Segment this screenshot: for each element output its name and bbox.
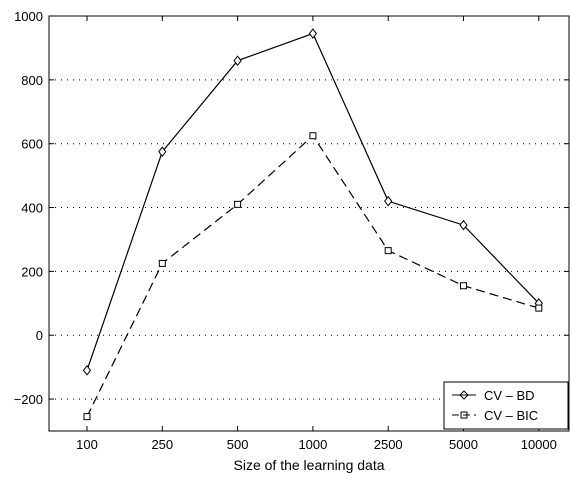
x-tick-label: 10000 (521, 437, 557, 452)
y-axis-ticks: −200 0 200 400 600 800 1000 (14, 9, 569, 407)
data-point-square (384, 247, 392, 255)
legend-label-bic: CV – BIC (484, 408, 538, 423)
x-tick-label: 1000 (298, 437, 327, 452)
data-point-square (309, 132, 317, 140)
data-point-diamond (82, 365, 92, 376)
plot-area (48, 15, 570, 432)
y-tick-label: 400 (21, 201, 43, 216)
legend: CV – BD CV – BIC (443, 381, 569, 430)
legend-square-marker (460, 411, 468, 419)
y-tick-label: 800 (21, 73, 43, 88)
x-axis-label: Size of the learning data (234, 457, 385, 473)
data-point-square (234, 200, 242, 208)
data-point-diamond (308, 28, 318, 39)
series-cv-bic (83, 132, 543, 421)
legend-label-bd: CV – BD (484, 388, 535, 403)
data-point-square (83, 413, 91, 421)
y-tick-label: −200 (14, 392, 43, 407)
x-tick-label: 500 (227, 437, 249, 452)
y-tick-label: 0 (36, 328, 43, 343)
y-tick-label: 200 (21, 264, 43, 279)
legend-diamond-marker (459, 390, 469, 400)
data-point-diamond (384, 195, 393, 207)
series-cv-bd (82, 28, 543, 376)
x-tick-label: 250 (151, 437, 173, 452)
x-tick-label: 5000 (449, 437, 478, 452)
data-point-diamond (158, 146, 167, 157)
x-tick-label: 100 (76, 437, 98, 452)
legend-box (443, 381, 569, 430)
y-tick-label: 1000 (14, 9, 43, 24)
data-point-square (158, 259, 166, 267)
data-point-square (535, 304, 543, 312)
x-tick-label: 2500 (374, 437, 403, 452)
data-point-square (460, 282, 467, 290)
data-point-diamond (459, 219, 468, 231)
series-layer (82, 28, 543, 421)
x-axis-ticks: 100 250 500 1000 2500 5000 10000 (76, 16, 557, 452)
y-tick-label: 600 (21, 137, 43, 152)
data-point-diamond (233, 55, 242, 67)
